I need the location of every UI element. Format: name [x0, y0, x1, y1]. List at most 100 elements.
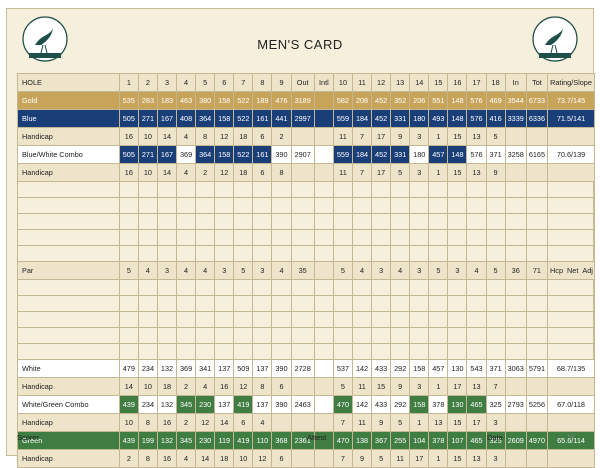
score-cell[interactable] — [409, 245, 430, 262]
score-cell[interactable] — [271, 181, 292, 198]
score-cell[interactable] — [525, 245, 549, 262]
score-cell[interactable] — [332, 343, 354, 360]
score-cell[interactable] — [547, 197, 595, 214]
score-cell[interactable] — [252, 311, 273, 328]
score-cell[interactable] — [233, 295, 254, 312]
score-cell[interactable] — [409, 181, 430, 198]
score-cell[interactable] — [447, 181, 468, 198]
score-cell[interactable] — [351, 229, 373, 246]
score-cell[interactable] — [390, 229, 411, 246]
score-cell[interactable] — [547, 279, 595, 296]
score-cell[interactable] — [390, 181, 411, 198]
score-cell[interactable] — [271, 279, 292, 296]
score-cell[interactable] — [118, 343, 139, 360]
score-cell[interactable] — [137, 181, 158, 198]
score-cell[interactable] — [290, 311, 315, 328]
score-cell[interactable] — [428, 229, 449, 246]
score-cell[interactable] — [485, 245, 506, 262]
score-cell[interactable] — [156, 245, 178, 262]
score-cell[interactable] — [313, 245, 334, 262]
score-cell[interactable] — [214, 229, 235, 246]
score-cell[interactable] — [447, 229, 468, 246]
score-cell[interactable] — [176, 213, 197, 230]
score-cell[interactable] — [118, 295, 139, 312]
score-cell[interactable] — [428, 295, 449, 312]
score-cell[interactable] — [290, 213, 315, 230]
score-cell[interactable] — [118, 229, 139, 246]
score-cell[interactable] — [409, 327, 430, 344]
score-cell[interactable] — [156, 181, 178, 198]
score-cell[interactable] — [313, 181, 334, 198]
score-cell[interactable] — [195, 279, 216, 296]
score-cell[interactable] — [214, 327, 235, 344]
score-cell[interactable] — [137, 279, 158, 296]
score-cell[interactable] — [176, 279, 197, 296]
row-label[interactable] — [17, 311, 120, 328]
score-cell[interactable] — [118, 279, 139, 296]
score-cell[interactable] — [371, 343, 392, 360]
score-cell[interactable] — [195, 229, 216, 246]
score-cell[interactable] — [271, 343, 292, 360]
score-cell[interactable] — [547, 295, 595, 312]
score-cell[interactable] — [371, 181, 392, 198]
score-cell[interactable] — [371, 327, 392, 344]
score-cell[interactable] — [525, 295, 549, 312]
score-cell[interactable] — [118, 213, 139, 230]
score-cell[interactable] — [504, 311, 527, 328]
score-cell[interactable] — [313, 197, 334, 214]
score-cell[interactable] — [290, 343, 315, 360]
score-cell[interactable] — [466, 279, 487, 296]
score-cell[interactable] — [409, 343, 430, 360]
score-cell[interactable] — [390, 197, 411, 214]
score-cell[interactable] — [233, 327, 254, 344]
score-cell[interactable] — [176, 229, 197, 246]
score-cell[interactable] — [233, 213, 254, 230]
score-cell[interactable] — [466, 197, 487, 214]
score-cell[interactable] — [428, 311, 449, 328]
score-cell[interactable] — [252, 279, 273, 296]
score-cell[interactable] — [547, 245, 595, 262]
score-cell[interactable] — [409, 213, 430, 230]
score-cell[interactable] — [156, 213, 178, 230]
score-cell[interactable] — [195, 343, 216, 360]
score-cell[interactable] — [156, 295, 178, 312]
score-cell[interactable] — [313, 295, 334, 312]
score-cell[interactable] — [371, 295, 392, 312]
row-label[interactable] — [17, 327, 120, 344]
score-cell[interactable] — [409, 279, 430, 296]
score-cell[interactable] — [447, 343, 468, 360]
score-cell[interactable] — [332, 197, 354, 214]
score-cell[interactable] — [290, 181, 315, 198]
score-cell[interactable] — [233, 343, 254, 360]
score-cell[interactable] — [485, 229, 506, 246]
score-cell[interactable] — [118, 311, 139, 328]
score-cell[interactable] — [504, 279, 527, 296]
score-cell[interactable] — [547, 181, 595, 198]
score-cell[interactable] — [351, 279, 373, 296]
score-cell[interactable] — [447, 213, 468, 230]
score-cell[interactable] — [504, 245, 527, 262]
score-cell[interactable] — [214, 311, 235, 328]
score-cell[interactable] — [290, 229, 315, 246]
score-cell[interactable] — [252, 229, 273, 246]
score-cell[interactable] — [466, 311, 487, 328]
score-cell[interactable] — [428, 213, 449, 230]
score-cell[interactable] — [176, 311, 197, 328]
score-cell[interactable] — [447, 295, 468, 312]
row-label[interactable] — [17, 229, 120, 246]
score-cell[interactable] — [390, 311, 411, 328]
score-cell[interactable] — [156, 279, 178, 296]
score-cell[interactable] — [371, 279, 392, 296]
score-cell[interactable] — [428, 245, 449, 262]
score-cell[interactable] — [252, 245, 273, 262]
score-cell[interactable] — [504, 197, 527, 214]
score-cell[interactable] — [118, 245, 139, 262]
score-cell[interactable] — [504, 343, 527, 360]
score-cell[interactable] — [252, 181, 273, 198]
score-cell[interactable] — [466, 295, 487, 312]
score-cell[interactable] — [332, 229, 354, 246]
row-label[interactable] — [17, 245, 120, 262]
score-cell[interactable] — [485, 181, 506, 198]
score-cell[interactable] — [176, 295, 197, 312]
score-cell[interactable] — [428, 197, 449, 214]
